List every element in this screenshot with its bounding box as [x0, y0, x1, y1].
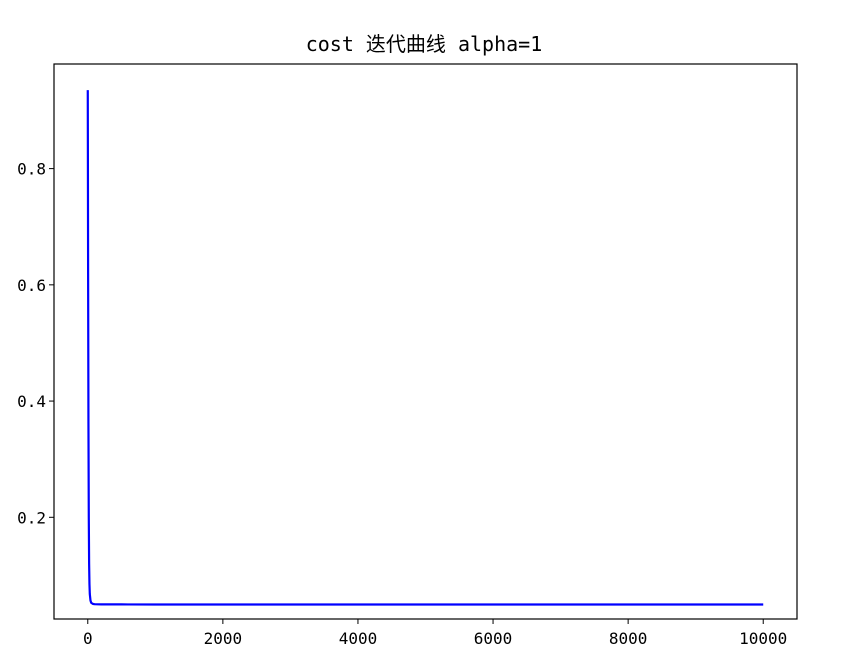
- x-tick-label: 8000: [609, 629, 648, 648]
- chart-title: cost 迭代曲线 alpha=1: [306, 32, 543, 56]
- cost-series-line: [86, 90, 764, 606]
- x-tick-label: 4000: [339, 629, 378, 648]
- x-tick-label: 10000: [739, 629, 787, 648]
- y-tick-label: 0.8: [17, 160, 46, 179]
- y-tick-label: 0.4: [17, 392, 46, 411]
- x-tick-label: 0: [83, 629, 93, 648]
- y-tick-label: 0.6: [17, 276, 46, 295]
- x-tick-label: 6000: [474, 629, 513, 648]
- x-axis: 0 2000 4000 6000 8000 10000: [83, 619, 787, 648]
- plot-frame: [53, 63, 798, 620]
- x-tick-label: 2000: [204, 629, 243, 648]
- y-tick-label: 0.2: [17, 508, 46, 527]
- y-axis: 0.2 0.4 0.6 0.8: [17, 160, 54, 527]
- line-layer: [86, 90, 764, 606]
